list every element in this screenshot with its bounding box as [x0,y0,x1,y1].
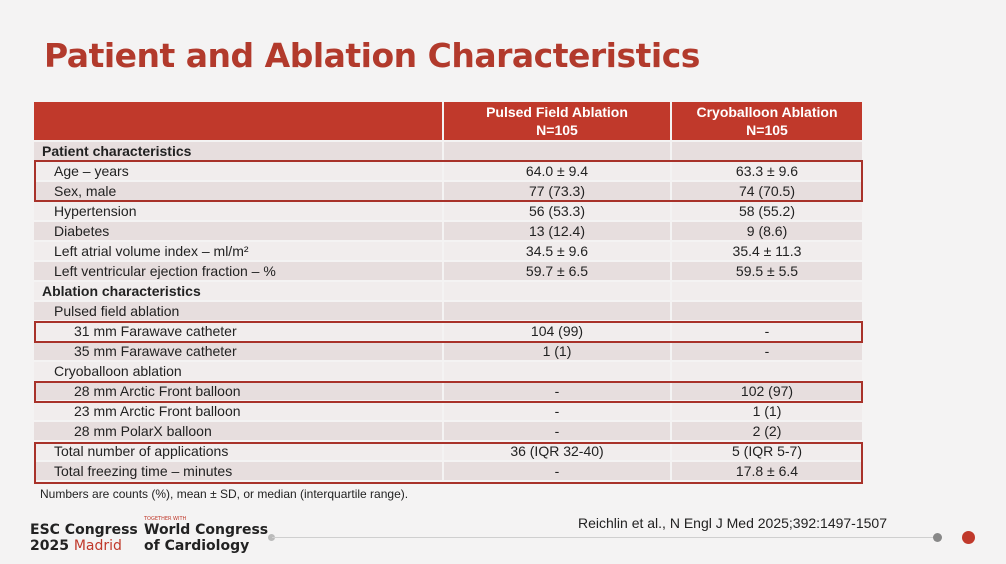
pfa-value [444,362,672,380]
table-row: 31 mm Farawave catheter 104 (99) - [34,322,862,340]
row-label: Total number of applications [34,442,444,460]
cryo-value [672,362,862,380]
pfa-value: 34.5 ± 9.6 [444,242,672,260]
row-label: 28 mm Arctic Front balloon [34,382,444,400]
header-cryo-title: Cryoballoon Ablation [696,104,838,120]
cryo-value: - [672,322,862,340]
table-row: Left atrial volume index – ml/m² 34.5 ± … [34,242,862,260]
table-row: 28 mm Arctic Front balloon - 102 (97) [34,382,862,400]
row-label: 23 mm Arctic Front balloon [34,402,444,420]
footer-line-start-dot [268,534,275,541]
pfa-value: - [444,462,672,480]
row-label: 35 mm Farawave catheter [34,342,444,360]
table-row: 23 mm Arctic Front balloon - 1 (1) [34,402,862,420]
esc-logo-year: 2025 [30,538,69,554]
pfa-value: 1 (1) [444,342,672,360]
esc-logo-line2: 2025 Madrid [30,538,138,554]
wc-logo-line1: World Congress [144,522,269,538]
row-label: Left atrial volume index – ml/m² [34,242,444,260]
header-pfa-title: Pulsed Field Ablation [486,104,628,120]
footer-line [272,537,936,538]
cryo-value: 1 (1) [672,402,862,420]
table-row: Sex, male 77 (73.3) 74 (70.5) [34,182,862,200]
table-row: Ablation characteristics [34,282,862,300]
row-label: Total freezing time – minutes [34,462,444,480]
subsection-label: Pulsed field ablation [34,302,444,320]
header-pfa-n: N=105 [536,122,578,138]
slide-title: Patient and Ablation Characteristics [44,36,700,75]
esc-congress-logo: ESC Congress 2025 Madrid [30,522,138,554]
pfa-value: 56 (53.3) [444,202,672,220]
cryo-value: - [672,342,862,360]
header-label-col [34,102,444,140]
header-cryo: Cryoballoon Ablation N=105 [672,102,862,140]
pfa-value [444,142,672,160]
cryo-value [672,302,862,320]
pfa-value: 36 (IQR 32-40) [444,442,672,460]
row-label: Diabetes [34,222,444,240]
cryo-value: 2 (2) [672,422,862,440]
footer-dot-red [962,531,975,544]
table-row: Age – years 64.0 ± 9.4 63.3 ± 9.6 [34,162,862,180]
row-label: Left ventricular ejection fraction – % [34,262,444,280]
cryo-value: 35.4 ± 11.3 [672,242,862,260]
together-with-text: TOGETHER WITH [144,516,187,522]
table-row: 35 mm Farawave catheter 1 (1) - [34,342,862,360]
row-label: 28 mm PolarX balloon [34,422,444,440]
cryo-value: 9 (8.6) [672,222,862,240]
pfa-value: - [444,422,672,440]
subsection-label: Cryoballoon ablation [34,362,444,380]
cryo-value: 102 (97) [672,382,862,400]
header-pfa: Pulsed Field Ablation N=105 [444,102,672,140]
cryo-value: 74 (70.5) [672,182,862,200]
pfa-value: 104 (99) [444,322,672,340]
esc-logo-city: Madrid [73,538,122,554]
row-label: 31 mm Farawave catheter [34,322,444,340]
footer-dot-grey [933,533,942,542]
header-cryo-n: N=105 [746,122,788,138]
table-row: Total number of applications 36 (IQR 32-… [34,442,862,460]
table-row: Total freezing time – minutes - 17.8 ± 6… [34,462,862,480]
cryo-value [672,142,862,160]
pfa-value: 13 (12.4) [444,222,672,240]
pfa-value [444,302,672,320]
characteristics-table: Pulsed Field Ablation N=105 Cryoballoon … [34,100,862,482]
esc-logo-line1: ESC Congress [30,522,138,538]
pfa-value: 59.7 ± 6.5 [444,262,672,280]
row-label: Hypertension [34,202,444,220]
cryo-value [672,282,862,300]
footnote: Numbers are counts (%), mean ± SD, or me… [40,487,409,501]
section-label: Patient characteristics [34,142,444,160]
table-row: Hypertension 56 (53.3) 58 (55.2) [34,202,862,220]
citation: Reichlin et al., N Engl J Med 2025;392:1… [578,515,887,531]
table-row: Diabetes 13 (12.4) 9 (8.6) [34,222,862,240]
row-label: Sex, male [34,182,444,200]
pfa-value: 77 (73.3) [444,182,672,200]
cryo-value: 63.3 ± 9.6 [672,162,862,180]
pfa-value: 64.0 ± 9.4 [444,162,672,180]
cryo-value: 59.5 ± 5.5 [672,262,862,280]
pfa-value: - [444,402,672,420]
section-label: Ablation characteristics [34,282,444,300]
pfa-value [444,282,672,300]
row-label: Age – years [34,162,444,180]
cryo-value: 58 (55.2) [672,202,862,220]
cryo-value: 17.8 ± 6.4 [672,462,862,480]
wc-logo-line2: of Cardiology [144,538,250,554]
table-row: Pulsed field ablation [34,302,862,320]
table-row: Patient characteristics [34,142,862,160]
cryo-value: 5 (IQR 5-7) [672,442,862,460]
table-row: Left ventricular ejection fraction – % 5… [34,262,862,280]
table-row: 28 mm PolarX balloon - 2 (2) [34,422,862,440]
world-congress-logo: TOGETHER WITH World Congress of Cardiolo… [144,516,268,554]
table-row: Cryoballoon ablation [34,362,862,380]
pfa-value: - [444,382,672,400]
